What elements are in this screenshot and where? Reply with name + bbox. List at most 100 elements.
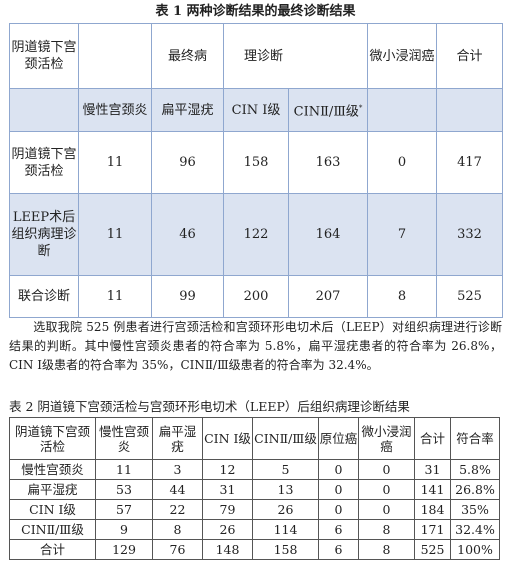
table1-empty-cell [367,88,438,132]
table-cell: 12 [202,459,253,480]
table-cell: 11 [95,459,153,480]
table-cell: 7 [367,193,438,276]
table-cell: 79 [202,499,253,520]
table-cell: 11 [78,193,152,276]
table-cell: 163 [287,131,369,194]
table1-empty-cell [78,23,152,89]
table2-header: CINⅡ/Ⅲ级 [252,417,319,460]
table2-header: 符合率 [450,417,500,460]
row-label: 慢性宫颈炎 [9,459,96,480]
table2-header: CIN Ⅰ级 [202,417,253,460]
table1-subheader-row: 慢性宫颈炎 扁平湿疣 CIN Ⅰ级 CINⅡ/Ⅲ级* [9,88,504,132]
table-cell: 207 [287,275,369,318]
table-cell: 31 [414,459,451,480]
table2-caption: 表 2 阴道镜下宫颈活检与宫颈环形电切术（LEEP）后组织病理诊断结果 [9,399,410,414]
table-cell: 417 [436,131,504,194]
table-cell: 6 [318,539,359,560]
table2-header-row: 阴道镜下宫颈活检 慢性宫颈炎 扁平湿疣 CIN Ⅰ级 CINⅡ/Ⅲ级 原位癌 微… [9,417,500,460]
table1-subheader: CINⅡ/Ⅲ级 [293,104,359,120]
table-cell: 46 [151,193,224,276]
table-cell: 44 [152,479,203,500]
table-cell: 332 [436,193,504,276]
table-cell: 5 [252,459,319,480]
table-cell: 141 [414,479,451,500]
table-cell: 31 [202,479,253,500]
table-cell: 0 [358,479,415,500]
table-cell: 171 [414,519,451,540]
table-cell: 200 [223,275,289,318]
table1-empty-cell [436,88,504,132]
table2-header: 扁平湿疣 [152,417,203,460]
table-cell: 35% [450,499,500,520]
table-row: LEEP术后组织病理诊断 11 46 122 164 7 332 [9,193,504,276]
table1-subheader-mark: * [358,103,363,112]
table1-subheader: 慢性宫颈炎 [78,88,152,132]
table1-subheader: 扁平湿疣 [151,88,224,132]
table-cell: 3 [152,459,203,480]
table2-header: 慢性宫颈炎 [95,417,153,460]
table2-header: 合计 [414,417,451,460]
table1-empty-cell [9,88,79,132]
table-row: CINⅡ/Ⅲ级 9 8 26 114 6 8 171 32.4% [9,519,500,540]
table-cell: 525 [436,275,504,318]
table-cell: 129 [95,539,153,560]
table-row: 扁平湿疣 53 44 31 13 0 0 141 26.8% [9,479,500,500]
table-cell: 22 [152,499,203,520]
table-cell: 11 [78,131,152,194]
table-cell: 5.8% [450,459,500,480]
table-cell: 26 [202,519,253,540]
table1-header-row: 阴道镜下宫颈活检 最终病 理诊断 微小浸润癌 合计 [9,23,504,89]
table-row: 联合诊断 11 99 200 207 8 525 [9,275,504,318]
table-cell: 158 [252,539,319,560]
table-cell: 100% [450,539,500,560]
table-cell: 0 [358,499,415,520]
table1-col-micro: 微小浸润癌 [367,23,438,89]
table-cell: 26 [252,499,319,520]
row-label: CINⅡ/Ⅲ级 [9,519,96,540]
table-row: CIN Ⅰ级 57 22 79 26 0 0 184 35% [9,499,500,520]
table-cell: 11 [78,275,152,318]
table-cell: 0 [318,459,359,480]
final-diagnosis-table: 阴道镜下宫颈活检 最终病 理诊断 微小浸润癌 合计 慢性宫颈炎 扁平湿疣 CIN… [9,23,504,318]
table-cell: 9 [95,519,153,540]
table-cell: 6 [318,519,359,540]
table-cell: 114 [252,519,319,540]
pathology-results-table: 阴道镜下宫颈活检 慢性宫颈炎 扁平湿疣 CIN Ⅰ级 CINⅡ/Ⅲ级 原位癌 微… [9,417,500,560]
table-cell: 0 [367,131,438,194]
table1-group-label-b: 理诊断 [222,23,369,89]
table-row: 合计 129 76 148 158 6 8 525 100% [9,539,500,560]
table-cell: 99 [151,275,224,318]
row-label: 联合诊断 [9,275,79,318]
table1-col-total: 合计 [436,23,504,89]
table-cell: 8 [358,539,415,560]
row-label: 阴道镜下宫颈活检 [9,131,79,194]
table1-caption: 表 1 两种诊断结果的最终诊断结果 [155,4,356,19]
table-row: 慢性宫颈炎 11 3 12 5 0 0 31 5.8% [9,459,500,480]
body-paragraph: 选取我院 525 例患者进行宫颈活检和宫颈环形电切术后（LEEP）对组织病理进行… [9,318,502,375]
table-cell: 8 [367,275,438,318]
table2-header: 原位癌 [318,417,359,460]
table1-subheader: CIN Ⅰ级 [223,88,289,132]
table1-group-label-a: 最终病 [151,23,224,89]
table2-header: 阴道镜下宫颈活检 [9,417,96,460]
table-cell: 0 [358,459,415,480]
row-label: 合计 [9,539,96,560]
table-cell: 148 [202,539,253,560]
table-cell: 53 [95,479,153,500]
row-label: CIN Ⅰ级 [9,499,96,520]
table-cell: 164 [287,193,369,276]
table-cell: 76 [152,539,203,560]
table-cell: 26.8% [450,479,500,500]
table-cell: 0 [318,499,359,520]
table-cell: 184 [414,499,451,520]
table-cell: 57 [95,499,153,520]
paragraph-text: 选取我院 525 例患者进行宫颈活检和宫颈环形电切术后（LEEP）对组织病理进行… [9,320,502,372]
row-label: LEEP术后组织病理诊断 [9,193,79,276]
table-cell: 8 [152,519,203,540]
table-cell: 122 [223,193,289,276]
table-cell: 158 [223,131,289,194]
row-label: 扁平湿疣 [9,479,96,500]
table-cell: 0 [318,479,359,500]
table-cell: 13 [252,479,319,500]
